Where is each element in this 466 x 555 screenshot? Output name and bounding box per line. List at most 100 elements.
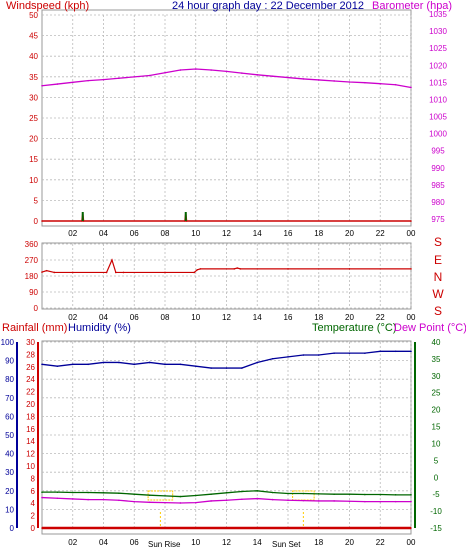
- x-tick-label: 04: [99, 313, 108, 322]
- wind-direction-point: [45, 269, 48, 272]
- temperature-tick-label: 20: [432, 406, 441, 415]
- barometer-point: [210, 69, 212, 71]
- dewpoint-point: [379, 500, 382, 503]
- barometer-point: [410, 86, 412, 89]
- dewpoint-point: [41, 496, 43, 499]
- barometer-tick-label: 980: [431, 198, 445, 207]
- temperature-point: [148, 494, 151, 496]
- barometer-point: [364, 81, 366, 84]
- barometer-point: [41, 84, 43, 87]
- humidity-point: [148, 361, 151, 364]
- wind-direction-point: [71, 271, 74, 274]
- temperature-point: [302, 492, 305, 495]
- compass-label: S: [434, 235, 442, 249]
- temperature-point: [379, 493, 382, 496]
- windspeed-tick-label: 30: [29, 93, 38, 102]
- x-tick-label: 16: [284, 313, 293, 322]
- barometer-point: [148, 74, 151, 77]
- humidity-tick-label: 20: [5, 487, 14, 496]
- x-tick-label: 00: [407, 538, 416, 547]
- wind-direction-point: [410, 268, 412, 270]
- temperature-point: [317, 493, 320, 495]
- wind-direction-point: [236, 267, 239, 269]
- dewpoint-point: [348, 500, 351, 503]
- barometer-point: [225, 70, 228, 73]
- temperature-tick-label: -10: [430, 507, 442, 516]
- x-tick-label: 12: [222, 313, 231, 322]
- temperature-tick-label: -15: [430, 524, 442, 533]
- temperature-tick-label: 15: [432, 423, 441, 432]
- wind-direction-line: [41, 258, 411, 274]
- data-series: [41, 68, 412, 530]
- barometer-point: [133, 76, 136, 78]
- humidity-point: [271, 357, 274, 360]
- humidity-point: [194, 365, 197, 367]
- dewpoint-point: [317, 500, 320, 502]
- x-tick-label: 10: [191, 229, 200, 238]
- temperature-point: [87, 491, 89, 494]
- wind-direction-point: [111, 259, 113, 261]
- wind-direction-point: [164, 271, 166, 274]
- humidity-axis-label: Humidity (%): [68, 322, 131, 334]
- windspeed-point: [41, 220, 43, 222]
- windspeed-tick-label: 45: [29, 32, 38, 41]
- rain-tick-label: 10: [26, 462, 35, 471]
- temperature-point: [364, 493, 366, 496]
- direction-tick-label: 180: [25, 272, 39, 281]
- humidity-point: [348, 352, 351, 354]
- x-tick-label: 10: [191, 538, 200, 547]
- windspeed-point: [410, 220, 412, 222]
- temperature-point: [71, 491, 74, 494]
- barometer-point: [379, 82, 382, 85]
- rain-tick-label: 6: [31, 487, 36, 496]
- x-tick-label: 16: [284, 229, 293, 238]
- dewpoint-point: [333, 500, 335, 502]
- rain-tick-label: 2: [31, 512, 36, 521]
- temperature-point: [410, 494, 412, 496]
- barometer-tick-label: 1010: [429, 95, 447, 104]
- rain-tick-label: 28: [26, 350, 35, 359]
- temperature-point: [210, 493, 212, 495]
- barometer-point: [118, 77, 120, 80]
- rain-tick-label: 20: [26, 400, 35, 409]
- sunset-label: Sun Set: [272, 540, 301, 549]
- dewpoint-point: [148, 501, 151, 504]
- humidity-tick-label: 60: [5, 412, 14, 421]
- dewpoint-point: [56, 497, 59, 500]
- temperature-point: [164, 495, 166, 497]
- x-tick-label: 06: [130, 538, 139, 547]
- temperature-point: [179, 495, 182, 498]
- barometer-tick-label: 1005: [429, 113, 447, 122]
- dewpoint-point: [87, 498, 89, 501]
- compass-label: S: [434, 304, 442, 318]
- dewpoint-point: [302, 499, 305, 502]
- humidity-point: [71, 363, 74, 366]
- rainfall-axis-label: Rainfall (mm): [2, 322, 67, 334]
- x-tick-label: 06: [130, 313, 139, 322]
- dewpoint-point: [179, 502, 182, 504]
- dewpoint-point: [225, 499, 228, 502]
- x-tick-label: 02: [68, 229, 77, 238]
- humidity-point: [225, 367, 228, 369]
- humidity-point: [287, 356, 289, 358]
- wind-direction-point: [193, 271, 196, 274]
- temperature-point: [271, 491, 274, 494]
- temperature-tick-label: 0: [434, 473, 439, 482]
- dewpoint-point: [364, 500, 366, 503]
- temperature-tick-label: 35: [432, 355, 441, 364]
- humidity-point: [210, 367, 212, 369]
- x-tick-label: 00: [407, 313, 416, 322]
- barometer-point: [241, 72, 243, 74]
- dewpoint-point: [271, 498, 274, 501]
- barometer-tick-label: 1030: [429, 27, 447, 36]
- barometer-tick-label: 1025: [429, 44, 447, 53]
- humidity-tick-label: 50: [5, 431, 14, 440]
- sunrise-label: Sun Rise: [148, 540, 181, 549]
- barometer-point: [56, 83, 59, 85]
- rain-tick-label: 18: [26, 412, 35, 421]
- humidity-point: [133, 363, 136, 366]
- humidity-point: [394, 350, 397, 353]
- compass-label: W: [432, 287, 444, 301]
